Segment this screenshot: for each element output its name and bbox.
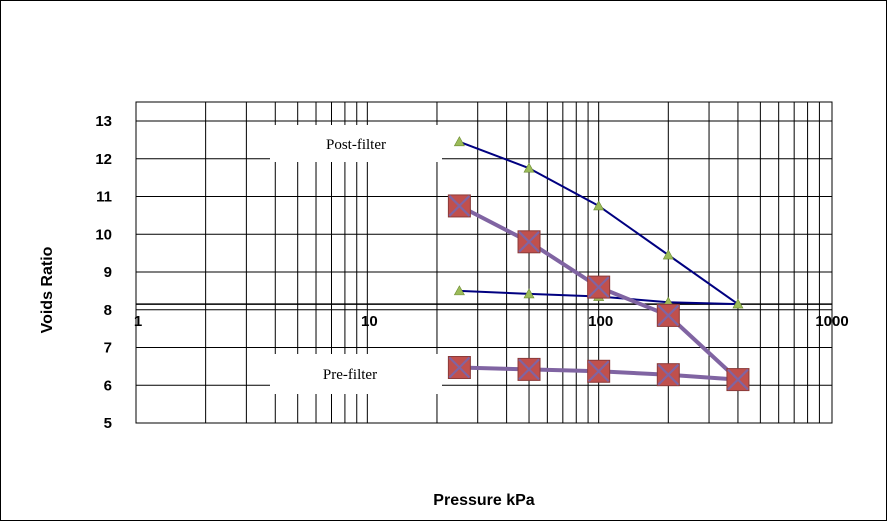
x-tick-labels: 1 10 100 1000 [134, 313, 849, 330]
data-point-cross [587, 360, 610, 383]
y-tick-label: 10 [95, 226, 112, 243]
series-layer [447, 136, 750, 392]
data-point-triangle [453, 285, 465, 296]
y-tick-label: 13 [95, 113, 112, 130]
y-tick-label: 5 [104, 415, 112, 432]
x-tick-label: 1000 [815, 313, 848, 330]
x-axis-title: Pressure kPa [433, 492, 535, 509]
y-tick-label: 7 [104, 340, 112, 357]
data-point-cross [518, 231, 540, 253]
annotations: Post-filter Pre-filter [270, 125, 442, 394]
y-tick-label: 6 [104, 377, 112, 394]
series-2 [447, 194, 750, 392]
data-point-cross [587, 276, 610, 298]
x-tick-label: 1 [134, 313, 142, 330]
data-point-cross [657, 304, 680, 327]
data-point-triangle [593, 200, 605, 211]
data-point-triangle [523, 162, 535, 173]
y-axis-title: Voids Ratio [39, 246, 56, 333]
annotation-label: Pre-filter [323, 367, 377, 383]
annotation-box [270, 125, 442, 162]
x-tick-label: 100 [588, 313, 613, 330]
y-tick-label: 9 [104, 264, 112, 281]
data-point-cross [518, 358, 540, 381]
y-tick-label: 11 [96, 189, 112, 206]
annotation-label: Post-filter [326, 137, 386, 153]
data-point-cross [657, 363, 680, 386]
x-tick-label: 10 [361, 313, 378, 330]
data-point-triangle [523, 288, 535, 299]
data-point-triangle [453, 136, 465, 147]
data-point-triangle [662, 249, 674, 260]
y-tick-label: 8 [104, 302, 112, 319]
data-point-cross [448, 195, 471, 217]
y-tick-labels: 5 6 7 8 9 10 11 12 13 [95, 113, 112, 432]
data-point-triangle [732, 298, 744, 309]
series-1 [453, 136, 744, 309]
data-point-cross [448, 356, 471, 379]
y-tick-label: 12 [95, 151, 112, 168]
annotation-box [270, 354, 442, 394]
data-point-cross [727, 368, 749, 391]
